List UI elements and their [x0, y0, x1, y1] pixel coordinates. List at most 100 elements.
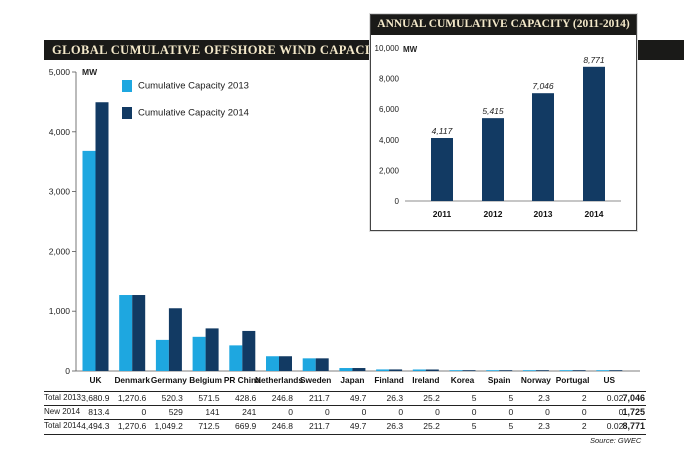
- table-cell: 141: [205, 407, 220, 417]
- x-category-label: Sweden: [300, 375, 331, 385]
- inset-bar: [431, 138, 453, 201]
- bar-2014: [95, 102, 109, 372]
- inset-x-category-label: 2014: [585, 209, 604, 219]
- bar-2013: [266, 356, 279, 371]
- bar-2014: [462, 370, 476, 371]
- inset-y-tick-label: 10,000: [375, 44, 400, 53]
- x-category-label: Korea: [451, 375, 475, 385]
- x-category-label: Belgium: [189, 375, 222, 385]
- table-cell: 669.9: [235, 421, 257, 431]
- table-cell: 571.5: [198, 393, 220, 403]
- table-row-total: 1,725: [622, 407, 645, 417]
- table-cell: 2: [581, 393, 587, 403]
- table-cell: 5: [508, 421, 514, 431]
- x-category-label: Netherlands: [255, 375, 303, 385]
- table-row: Total 2013 3,680.9 1,270.6 520.3 571.5 428.6 2…: [44, 391, 646, 406]
- table-cell: 49.7: [349, 393, 367, 403]
- inset-chart: 0 2,000 4,000 6,000 8,000 10,000 MW 4,117 2011 5,…: [375, 44, 621, 219]
- bar-2013: [302, 358, 316, 371]
- legend-swatch-2014: [122, 107, 132, 119]
- inset-panel: ANNUAL CUMULATIVE CAPACITY (2011-2014) 0…: [370, 14, 637, 231]
- table-cell: 0.02: [606, 393, 624, 403]
- table-cell: 529: [168, 407, 183, 417]
- inset-y-tick-label: 0: [395, 197, 400, 206]
- x-category-label: PR China: [224, 375, 261, 385]
- inset-x-category-label: 2011: [433, 209, 452, 219]
- inset-title-bar: [371, 15, 636, 35]
- table-cell: 0: [545, 407, 550, 417]
- table-cell: 1,270.6: [117, 421, 147, 431]
- y-unit-label: MW: [82, 67, 98, 77]
- x-category-label: Finland: [374, 375, 404, 385]
- inset-y-unit-label: MW: [403, 45, 418, 54]
- legend-label-2013: Cumulative Capacity 2013: [138, 80, 249, 92]
- table-cell: 26.3: [386, 393, 404, 403]
- bar-2014: [499, 370, 513, 371]
- bar-2013: [119, 295, 133, 371]
- legend-swatch-2013: [122, 80, 132, 92]
- table-cell: 4,494.3: [81, 421, 110, 431]
- legend-item-2014: Cumulative Capacity 2014: [122, 107, 249, 119]
- table-cell: 25.2: [423, 421, 440, 431]
- table-cell: 5: [508, 393, 514, 403]
- table-cell: 211.7: [309, 393, 330, 403]
- bar-2013: [376, 369, 390, 371]
- table-row-label: Total 2014: [44, 421, 81, 430]
- inset-x-category-label: 2012: [484, 209, 503, 219]
- bar-2014: [279, 356, 292, 371]
- table-cell: 1,049.2: [154, 421, 183, 431]
- table-row: Total 2014 4,494.3 1,270.6 1,049.2 712.5 669.…: [44, 419, 646, 435]
- x-category-label: Portugal: [556, 375, 590, 385]
- table-cell: 211.7: [309, 421, 330, 431]
- legend-item-2013: Cumulative Capacity 2013: [122, 80, 249, 92]
- y-tick-label: 1,000: [49, 306, 71, 316]
- table-cell: 25.2: [423, 393, 440, 403]
- table-cell: 26.3: [386, 421, 404, 431]
- y-tick-label: 3,000: [49, 187, 71, 197]
- table-cell: 0: [288, 407, 293, 417]
- bar-2014: [425, 369, 439, 371]
- table-cell: 0: [361, 407, 367, 417]
- table-row: New 2014 813.4 0 529 141 241 0 0 0 0 0 0 0 0 0 0 1,725: [44, 405, 646, 420]
- inset-bar: [482, 118, 504, 201]
- x-category-label: Japan: [340, 375, 364, 385]
- table-cell: 428.6: [235, 393, 257, 403]
- source-note: Source: GWEC: [590, 436, 642, 445]
- table-row-label: New 2014: [44, 407, 81, 416]
- x-category-label: Germany: [151, 375, 187, 385]
- table-cell: 0: [581, 407, 587, 417]
- bar-2014: [389, 369, 403, 371]
- table-cell: 2.3: [538, 393, 550, 403]
- bar-2013: [339, 368, 353, 371]
- inset-bar: [583, 66, 605, 201]
- table-cell: 49.7: [349, 421, 367, 431]
- bar-2014: [315, 358, 329, 371]
- table-cell: 0: [398, 407, 404, 417]
- table-cell: 246.8: [271, 393, 293, 403]
- table-cell: 2.3: [538, 421, 550, 431]
- table-row-total: 7,046: [622, 393, 645, 403]
- bar-2013: [559, 370, 573, 371]
- bar-2013: [229, 345, 243, 371]
- inset-y-tick-label: 8,000: [379, 75, 400, 84]
- bar-2013: [82, 150, 96, 371]
- table-cell: 712.5: [198, 421, 220, 431]
- bar-2014: [609, 370, 623, 371]
- inset-chart-title: ANNUAL CUMULATIVE CAPACITY (2011-2014): [377, 18, 630, 30]
- table-cell: 0: [141, 407, 147, 417]
- inset-y-tick-label: 4,000: [379, 136, 400, 145]
- inset-y-tick-label: 6,000: [379, 105, 400, 114]
- bar-2013: [596, 370, 610, 371]
- y-tick-label: 0: [65, 366, 70, 376]
- bar-2013: [412, 369, 426, 371]
- table-cell: 520.3: [161, 393, 183, 403]
- inset-value-label: 8,771: [583, 55, 605, 65]
- table-cell: 1,270.6: [117, 393, 147, 403]
- bar-2013: [522, 370, 536, 371]
- table-cell: 2: [581, 421, 587, 431]
- bar-2014: [205, 328, 219, 371]
- table-cell: 0: [618, 407, 624, 417]
- table-cell: 5: [471, 393, 477, 403]
- table-cell: 241: [242, 407, 257, 417]
